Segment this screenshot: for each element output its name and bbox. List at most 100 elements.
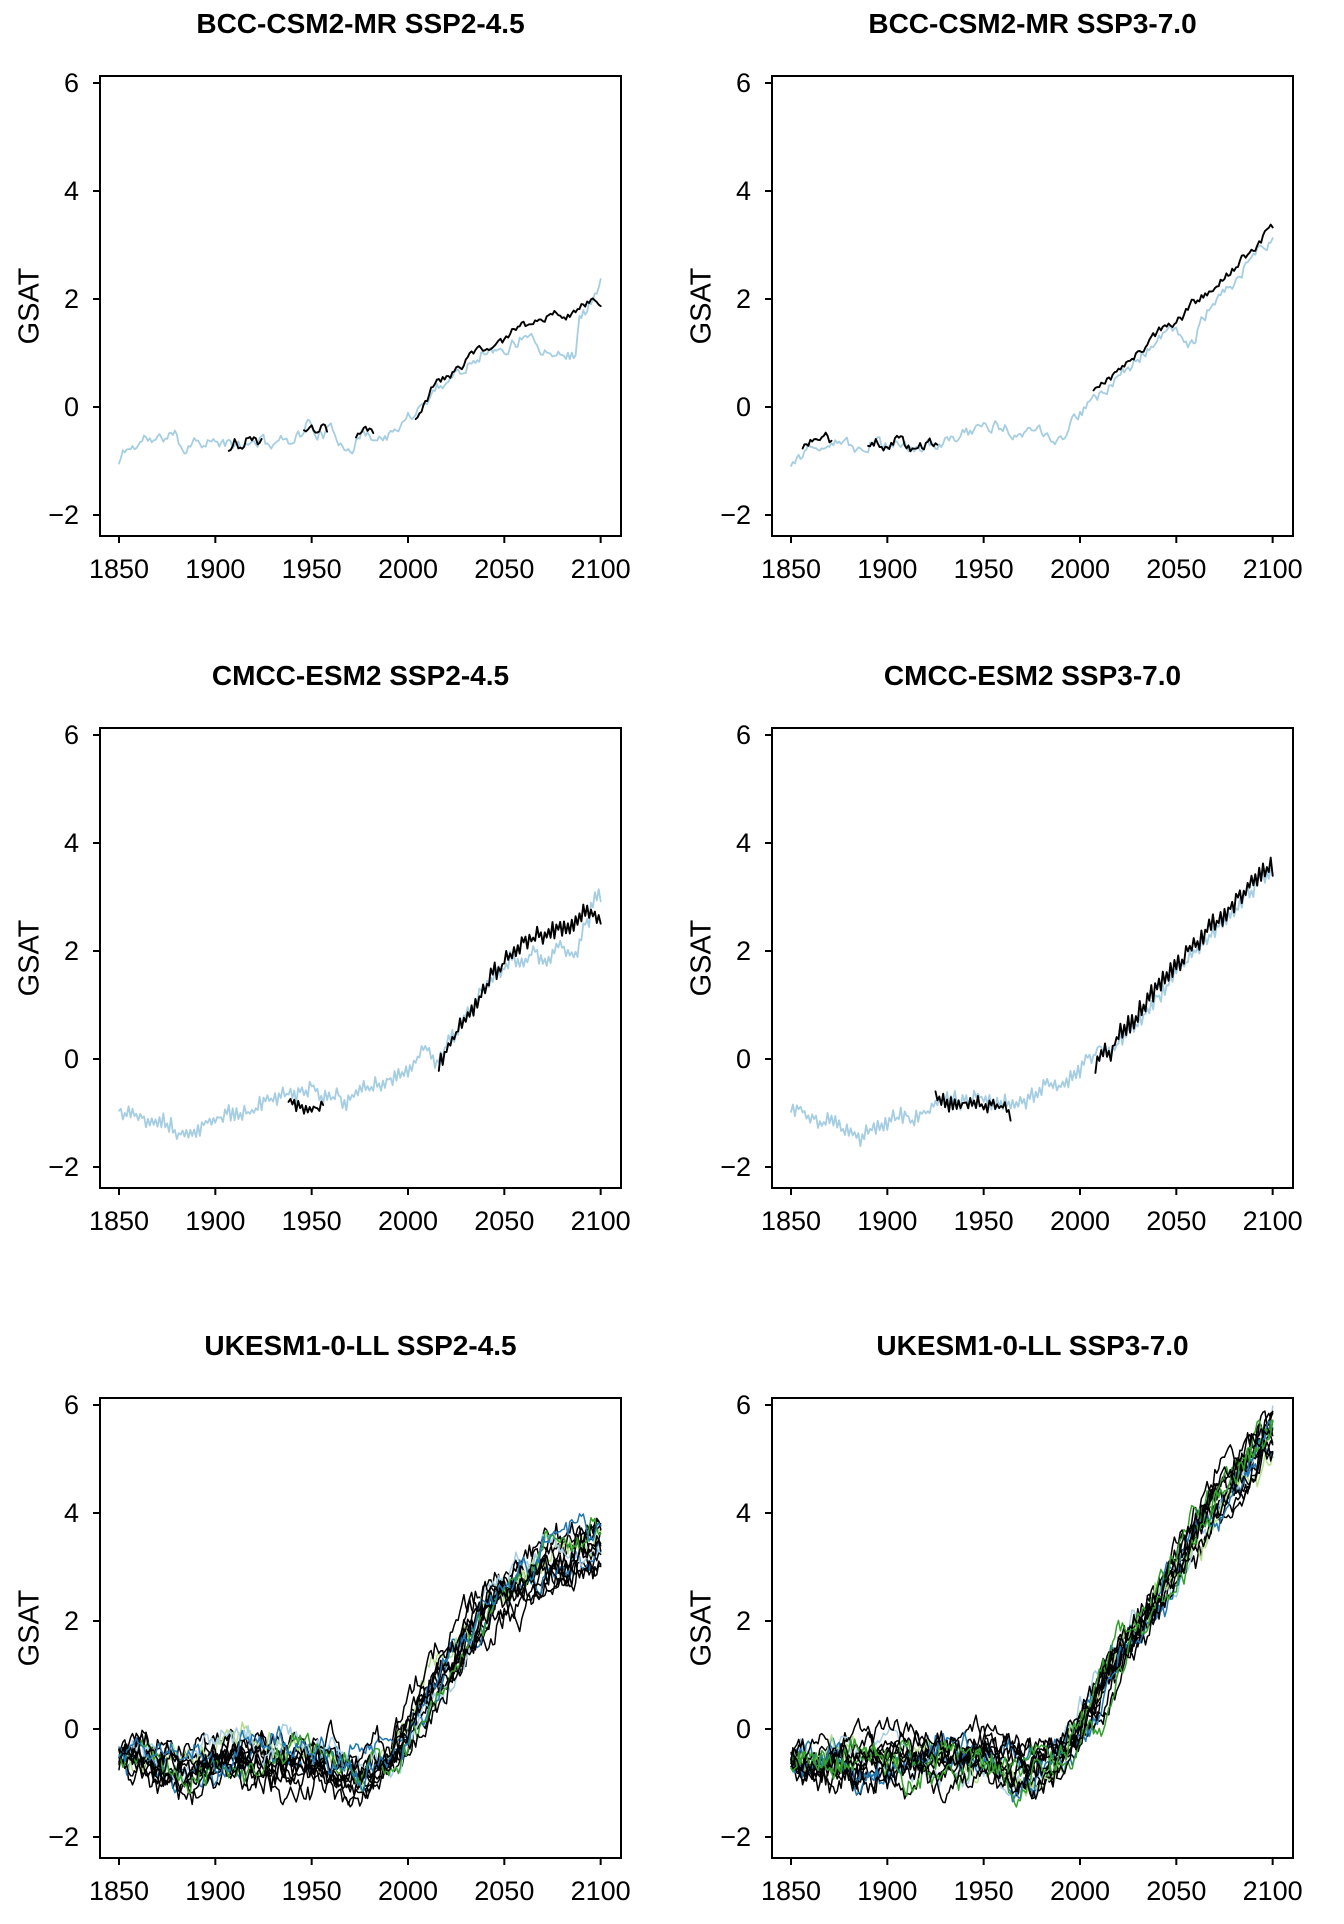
y-tick-label: 4 bbox=[736, 176, 751, 206]
x-tick-label: 1900 bbox=[185, 1206, 245, 1236]
panel-title: UKESM1-0-LL SSP3-7.0 bbox=[876, 1330, 1189, 1361]
panel-title: CMCC-ESM2 SSP2-4.5 bbox=[211, 660, 510, 691]
ensemble-member-line bbox=[790, 1410, 1274, 1795]
x-tick-label: 2050 bbox=[1146, 1876, 1206, 1906]
y-tick-label: 4 bbox=[736, 828, 751, 858]
y-tick-label: 0 bbox=[736, 1714, 751, 1744]
y-tick-label: −2 bbox=[720, 1152, 751, 1182]
panel-title: BCC-CSM2-MR SSP3-7.0 bbox=[868, 8, 1197, 39]
y-tick-label: 4 bbox=[64, 176, 79, 206]
ensemble-member-line bbox=[118, 1561, 602, 1789]
x-tick-label: 2100 bbox=[571, 1876, 631, 1906]
plot-ukesm-ssp370: −2 0 2 4 6 1850 1900 1950 2000 2050 2100 bbox=[720, 1390, 1302, 1906]
series-line bbox=[1094, 856, 1274, 1074]
series-line bbox=[414, 297, 602, 421]
series-line bbox=[287, 1097, 325, 1115]
series-line bbox=[801, 431, 833, 450]
panel-ukesm-ssp245: UKESM1-0-LL SSP2-4.5 GSAT −2 0 2 4 6 1850 1900… bbox=[0, 1322, 672, 1924]
x-tick-label: 2100 bbox=[1243, 1206, 1303, 1236]
panel-title: UKESM1-0-LL SSP2-4.5 bbox=[204, 1330, 517, 1361]
series-line bbox=[227, 436, 263, 452]
x-tick-label: 1950 bbox=[282, 1206, 342, 1236]
y-tick-label: 0 bbox=[736, 1044, 751, 1074]
x-tick-label: 1850 bbox=[89, 1876, 149, 1906]
ensemble-member-line bbox=[790, 1440, 1274, 1800]
x-tick-label: 1900 bbox=[185, 1876, 245, 1906]
x-tick-label: 1850 bbox=[761, 554, 821, 584]
series-line bbox=[790, 237, 1274, 467]
ensemble-member-line bbox=[790, 1444, 1274, 1783]
series-line bbox=[355, 425, 375, 439]
x-tick-label: 2050 bbox=[1146, 554, 1206, 584]
x-tick-label: 2050 bbox=[474, 1206, 534, 1236]
ensemble-member-line bbox=[118, 1517, 602, 1806]
x-tick-label: 2000 bbox=[1050, 1876, 1110, 1906]
x-tick-label: 1850 bbox=[761, 1206, 821, 1236]
y-tick-label: 6 bbox=[64, 68, 79, 98]
y-tick-label: 6 bbox=[736, 720, 751, 750]
x-tick-label: 1900 bbox=[185, 554, 245, 584]
x-tick-label: 2100 bbox=[571, 1206, 631, 1236]
x-tick-label: 2100 bbox=[571, 554, 631, 584]
ensemble-member-line bbox=[790, 1427, 1274, 1795]
x-tick-label: 2000 bbox=[378, 554, 438, 584]
y-tick-label: 2 bbox=[64, 1606, 79, 1636]
y-tick-label: 4 bbox=[64, 1498, 79, 1528]
y-tick-label: 0 bbox=[64, 1044, 79, 1074]
series-line bbox=[790, 867, 1274, 1148]
y-tick-label: 0 bbox=[64, 1714, 79, 1744]
panel-cmcc-ssp370: CMCC-ESM2 SSP3-7.0 GSAT −2 0 2 4 6 1850 1900 19… bbox=[672, 652, 1344, 1262]
y-tick-label: 6 bbox=[736, 1390, 751, 1420]
plot-bcc-ssp245: −2 0 2 4 6 1850 1900 1950 2000 2050 2100 bbox=[48, 68, 631, 584]
ensemble-member-line bbox=[790, 1405, 1274, 1796]
panel-bcc-ssp245: BCC-CSM2-MR SSP2-4.5 GSAT −2 0 2 4 6 1850 1900… bbox=[0, 0, 672, 610]
ensemble-member-line bbox=[790, 1419, 1274, 1808]
panel-bcc-ssp370: BCC-CSM2-MR SSP3-7.0 GSAT −2 0 2 4 6 1850 1900… bbox=[672, 0, 1344, 610]
y-tick-label: 2 bbox=[736, 1606, 751, 1636]
x-tick-label: 1950 bbox=[954, 1206, 1014, 1236]
y-tick-label: 4 bbox=[736, 1498, 751, 1528]
plot-cmcc-ssp370: −2 0 2 4 6 1850 1900 1950 2000 2050 2100 bbox=[720, 720, 1303, 1236]
y-tick-label: 2 bbox=[64, 284, 79, 314]
plot-box bbox=[99, 727, 622, 1189]
y-tick-label: 6 bbox=[64, 720, 79, 750]
x-tick-label: 1950 bbox=[282, 554, 342, 584]
ensemble-member-line bbox=[118, 1513, 602, 1792]
x-tick-label: 1900 bbox=[857, 1876, 917, 1906]
ensemble-member-line bbox=[790, 1420, 1274, 1790]
x-tick-label: 1900 bbox=[857, 554, 917, 584]
y-tick-label: 0 bbox=[736, 392, 751, 422]
y-tick-label: −2 bbox=[720, 500, 751, 530]
x-tick-label: 2000 bbox=[1050, 554, 1110, 584]
ensemble-member-line bbox=[118, 1521, 602, 1789]
plot-bcc-ssp370: −2 0 2 4 6 1850 1900 1950 2000 2050 2100 bbox=[720, 68, 1302, 584]
plot-box bbox=[771, 727, 1294, 1189]
ensemble-member-line bbox=[118, 1554, 602, 1799]
y-tick-label: 4 bbox=[64, 828, 79, 858]
ensemble-member-line bbox=[790, 1445, 1274, 1792]
series-line bbox=[934, 1090, 1012, 1122]
x-tick-label: 1850 bbox=[761, 1876, 821, 1906]
y-tick-label: −2 bbox=[720, 1822, 751, 1852]
panel-cmcc-ssp245: CMCC-ESM2 SSP2-4.5 GSAT −2 0 2 4 6 1850 1900 19… bbox=[0, 652, 672, 1262]
ensemble-member-line bbox=[790, 1412, 1274, 1804]
x-tick-label: 2050 bbox=[1146, 1206, 1206, 1236]
x-tick-label: 2000 bbox=[1050, 1206, 1110, 1236]
panel-title: BCC-CSM2-MR SSP2-4.5 bbox=[196, 8, 525, 39]
x-tick-label: 1950 bbox=[954, 554, 1014, 584]
panel-title: CMCC-ESM2 SSP3-7.0 bbox=[883, 660, 1182, 691]
y-tick-label: 6 bbox=[736, 68, 751, 98]
series-line bbox=[118, 278, 602, 465]
x-tick-label: 2000 bbox=[378, 1206, 438, 1236]
x-tick-label: 2000 bbox=[378, 1876, 438, 1906]
x-tick-label: 1850 bbox=[89, 1206, 149, 1236]
ensemble-member-line bbox=[790, 1411, 1274, 1797]
plot-box bbox=[771, 1397, 1294, 1859]
plot-cmcc-ssp245: −2 0 2 4 6 1850 1900 1950 2000 2050 2100 bbox=[48, 720, 631, 1236]
ensemble-member-line bbox=[790, 1419, 1274, 1794]
series-line bbox=[437, 903, 602, 1072]
y-tick-label: −2 bbox=[48, 500, 79, 530]
series-line bbox=[303, 423, 329, 434]
x-tick-label: 1900 bbox=[857, 1206, 917, 1236]
